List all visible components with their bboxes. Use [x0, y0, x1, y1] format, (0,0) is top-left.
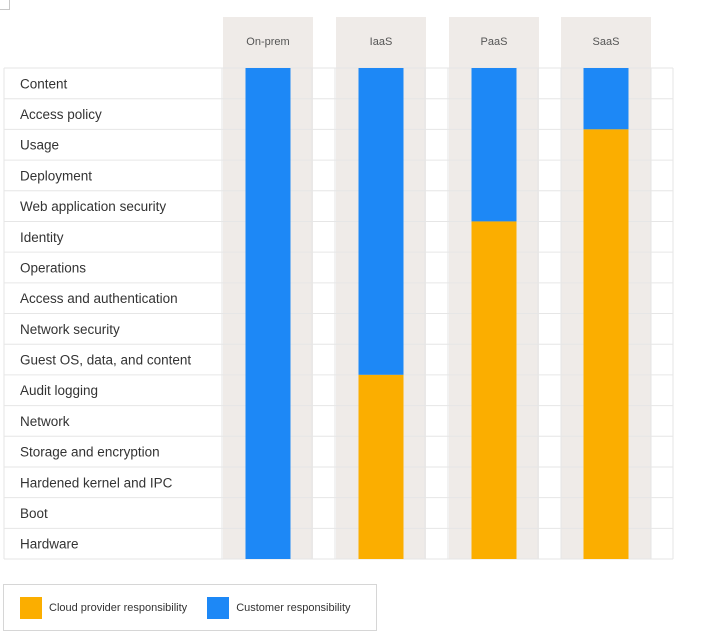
row-label: Access policy — [20, 107, 102, 122]
row-label: Network — [20, 414, 70, 429]
bar-cloud-paas — [471, 221, 517, 559]
row-label: Audit logging — [20, 383, 98, 398]
bar-customer-iaas — [358, 68, 404, 375]
row-label: Network security — [20, 322, 120, 337]
column-header-saas: SaaS — [593, 36, 620, 48]
legend-swatch-cloud — [20, 596, 42, 619]
row-label: Access and authentication — [20, 291, 178, 306]
column-header-on-prem: On-prem — [246, 36, 289, 48]
bars — [245, 68, 629, 559]
legend-label-cloud: Cloud provider responsibility — [49, 601, 188, 614]
bar-cloud-saas — [583, 129, 629, 559]
bar-customer-paas — [471, 68, 517, 222]
row-label: Storage and encryption — [20, 445, 160, 460]
row-label: Usage — [20, 138, 59, 153]
row-label: Boot — [20, 506, 48, 521]
column-header-paas: PaaS — [481, 36, 508, 48]
corner-mark — [0, 0, 10, 10]
bar-customer-on-prem — [245, 68, 291, 559]
legend-label-customer: Customer responsibility — [236, 601, 351, 614]
legend-item-cloud: Cloud provider responsibility — [20, 596, 188, 619]
row-label: Hardened kernel and IPC — [20, 475, 173, 490]
legend-swatch-customer — [207, 596, 230, 619]
column-headers: On-prem IaaS PaaS SaaS — [246, 36, 619, 48]
bar-cloud-iaas — [358, 374, 404, 559]
row-labels: Content Access policy Usage Deployment Web a… — [20, 76, 191, 551]
row-label: Identity — [20, 230, 64, 245]
column-header-iaas: IaaS — [370, 36, 393, 48]
row-label: Web application security — [20, 199, 166, 214]
row-label: Guest OS, data, and content — [20, 353, 191, 368]
row-label: Content — [20, 76, 68, 91]
legend: Cloud provider responsibility Customer r… — [3, 584, 377, 631]
row-grid — [3, 67, 674, 560]
row-label: Deployment — [20, 168, 92, 183]
legend-item-customer: Customer responsibility — [207, 596, 351, 619]
row-label: Hardware — [20, 537, 79, 552]
row-label: Operations — [20, 260, 86, 275]
bar-customer-saas — [583, 68, 629, 130]
